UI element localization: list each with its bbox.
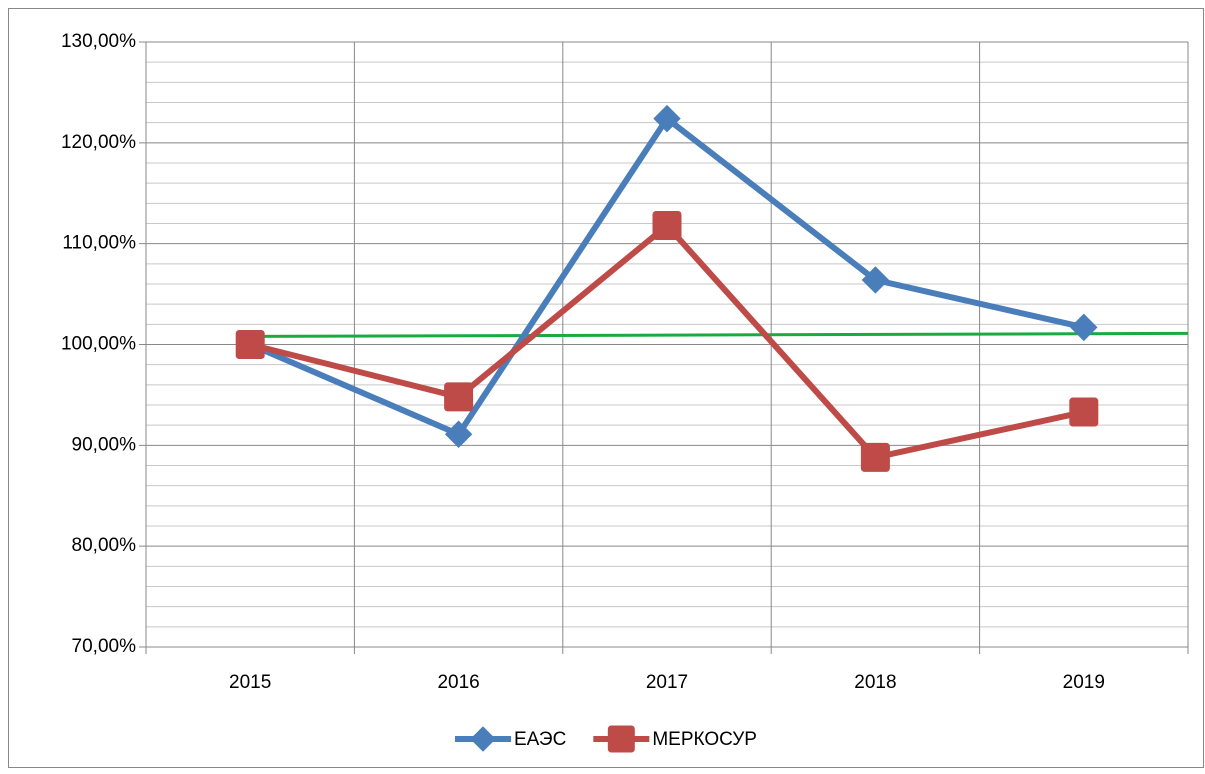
marker [444, 382, 474, 412]
legend-label: МЕРКОСУР [652, 729, 757, 750]
marker [444, 420, 473, 448]
y-tick-label: 80,00% [72, 535, 137, 556]
marker [860, 442, 890, 472]
legend-marker [470, 726, 496, 752]
y-tick-label: 110,00% [62, 233, 136, 254]
y-tick-label: 130,00% [61, 31, 136, 52]
y-tick-label: 100,00% [61, 334, 136, 355]
marker [235, 330, 265, 359]
legend-marker [607, 725, 635, 753]
marker [652, 211, 682, 241]
y-tick-label: 90,00% [72, 434, 137, 455]
x-tick-label: 2019 [1063, 672, 1105, 693]
y-tick-label: 70,00% [72, 636, 137, 657]
marker [1070, 313, 1098, 342]
x-tick-label: 2017 [646, 672, 688, 693]
x-tick-label: 2018 [854, 672, 896, 693]
marker [1069, 397, 1099, 427]
marker [653, 104, 681, 133]
chart-frame [8, 8, 1204, 768]
x-tick-label: 2015 [229, 672, 271, 693]
marker [861, 266, 890, 294]
legend-label: ЕАЭС [514, 729, 566, 750]
reference-line [250, 331, 1189, 338]
x-tick-label: 2016 [437, 672, 479, 693]
y-tick-label: 120,00% [61, 132, 136, 153]
